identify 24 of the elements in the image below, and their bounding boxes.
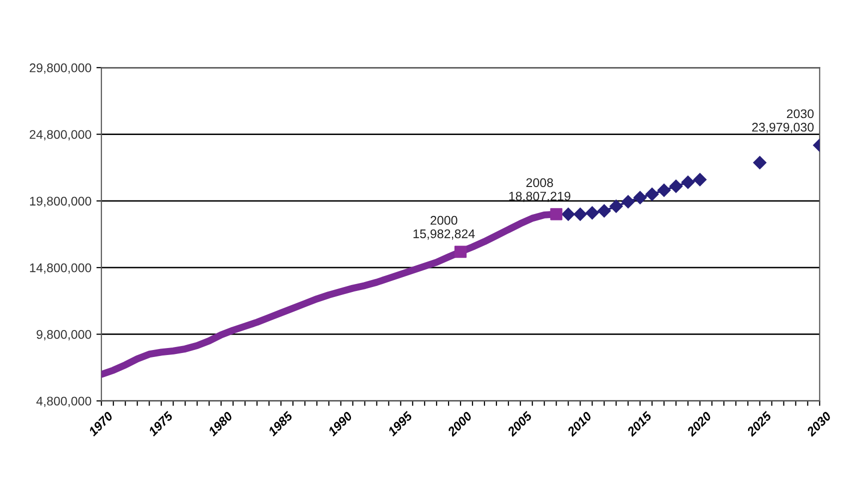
point xyxy=(657,184,671,197)
point xyxy=(693,173,707,186)
y-tick-label: 24,800,000 xyxy=(30,130,92,140)
point xyxy=(586,206,599,220)
point xyxy=(681,176,695,189)
annotation: 2030 23,979,030 xyxy=(752,109,814,134)
y-tick-label: 4,800,000 xyxy=(36,396,92,408)
y-tick-label: 19,800,000 xyxy=(30,196,92,208)
point xyxy=(562,208,575,221)
annotation: 2008 18,807,219 xyxy=(509,178,570,202)
point xyxy=(753,156,766,170)
y-tick-label: 9,800,000 xyxy=(36,330,92,340)
point xyxy=(610,200,623,213)
point xyxy=(550,208,562,220)
point xyxy=(574,208,587,221)
y-tick-label: 14,800,000 xyxy=(30,263,92,274)
point xyxy=(634,191,647,204)
point xyxy=(454,246,467,258)
point xyxy=(622,195,635,208)
point xyxy=(669,180,683,193)
annotation: 2000 15,982,824 xyxy=(414,216,475,240)
point xyxy=(598,204,611,218)
y-tick-label: 29,800,000 xyxy=(30,63,92,74)
point xyxy=(645,188,659,201)
